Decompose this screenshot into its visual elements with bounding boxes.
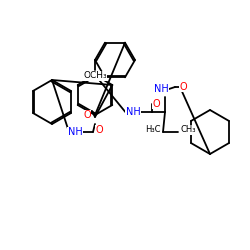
- Text: O: O: [95, 125, 103, 135]
- Text: O: O: [152, 99, 160, 109]
- Text: O: O: [179, 82, 187, 92]
- Text: H₃C: H₃C: [145, 124, 161, 134]
- Text: OCH₃: OCH₃: [83, 72, 107, 80]
- Text: NH: NH: [154, 84, 168, 94]
- Text: NH: NH: [68, 127, 82, 137]
- Text: CH₃: CH₃: [180, 126, 196, 134]
- Text: NH: NH: [126, 107, 140, 117]
- Text: O: O: [83, 110, 91, 120]
